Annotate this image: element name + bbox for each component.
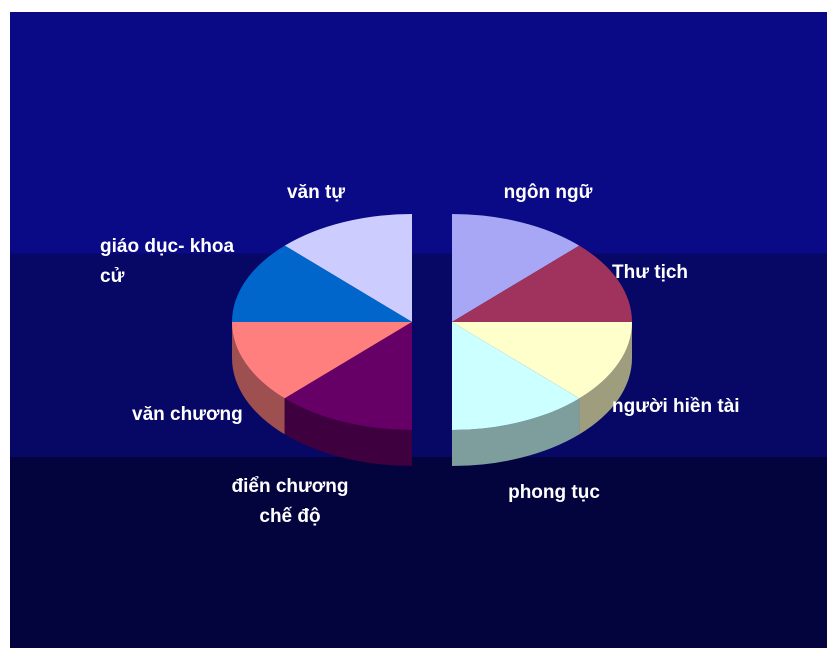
pie-slice bbox=[284, 322, 412, 466]
slice-label-line: Thư tịch bbox=[612, 262, 688, 283]
slice-label-line: người hiền tài bbox=[612, 396, 740, 417]
slice-label: ngôn ngữ bbox=[504, 182, 593, 203]
slice-label-line: văn chương bbox=[132, 404, 243, 425]
slide-background bbox=[10, 12, 827, 648]
slice-label-line: chế độ bbox=[259, 506, 320, 527]
slice-label-line: điển chương bbox=[232, 476, 349, 497]
slice-label-line: phong tục bbox=[508, 482, 600, 503]
slice-label-line: cử bbox=[100, 266, 125, 287]
slice-label: văn tự bbox=[287, 182, 345, 203]
slice-label: điển chương chế độ bbox=[232, 476, 349, 527]
slice-label: văn chương bbox=[132, 404, 243, 425]
pie-slice bbox=[452, 322, 580, 466]
slice-label-line: ngôn ngữ bbox=[504, 182, 593, 203]
slice-label: người hiền tài bbox=[612, 396, 740, 417]
slice-label: Thư tịch bbox=[612, 262, 688, 283]
slice-label-line: văn tự bbox=[287, 182, 345, 203]
slice-label: phong tục bbox=[508, 482, 600, 503]
slice-label-line: giáo dục- khoa bbox=[100, 236, 235, 257]
slice-label: giáo dục- khoa cử bbox=[100, 236, 235, 287]
